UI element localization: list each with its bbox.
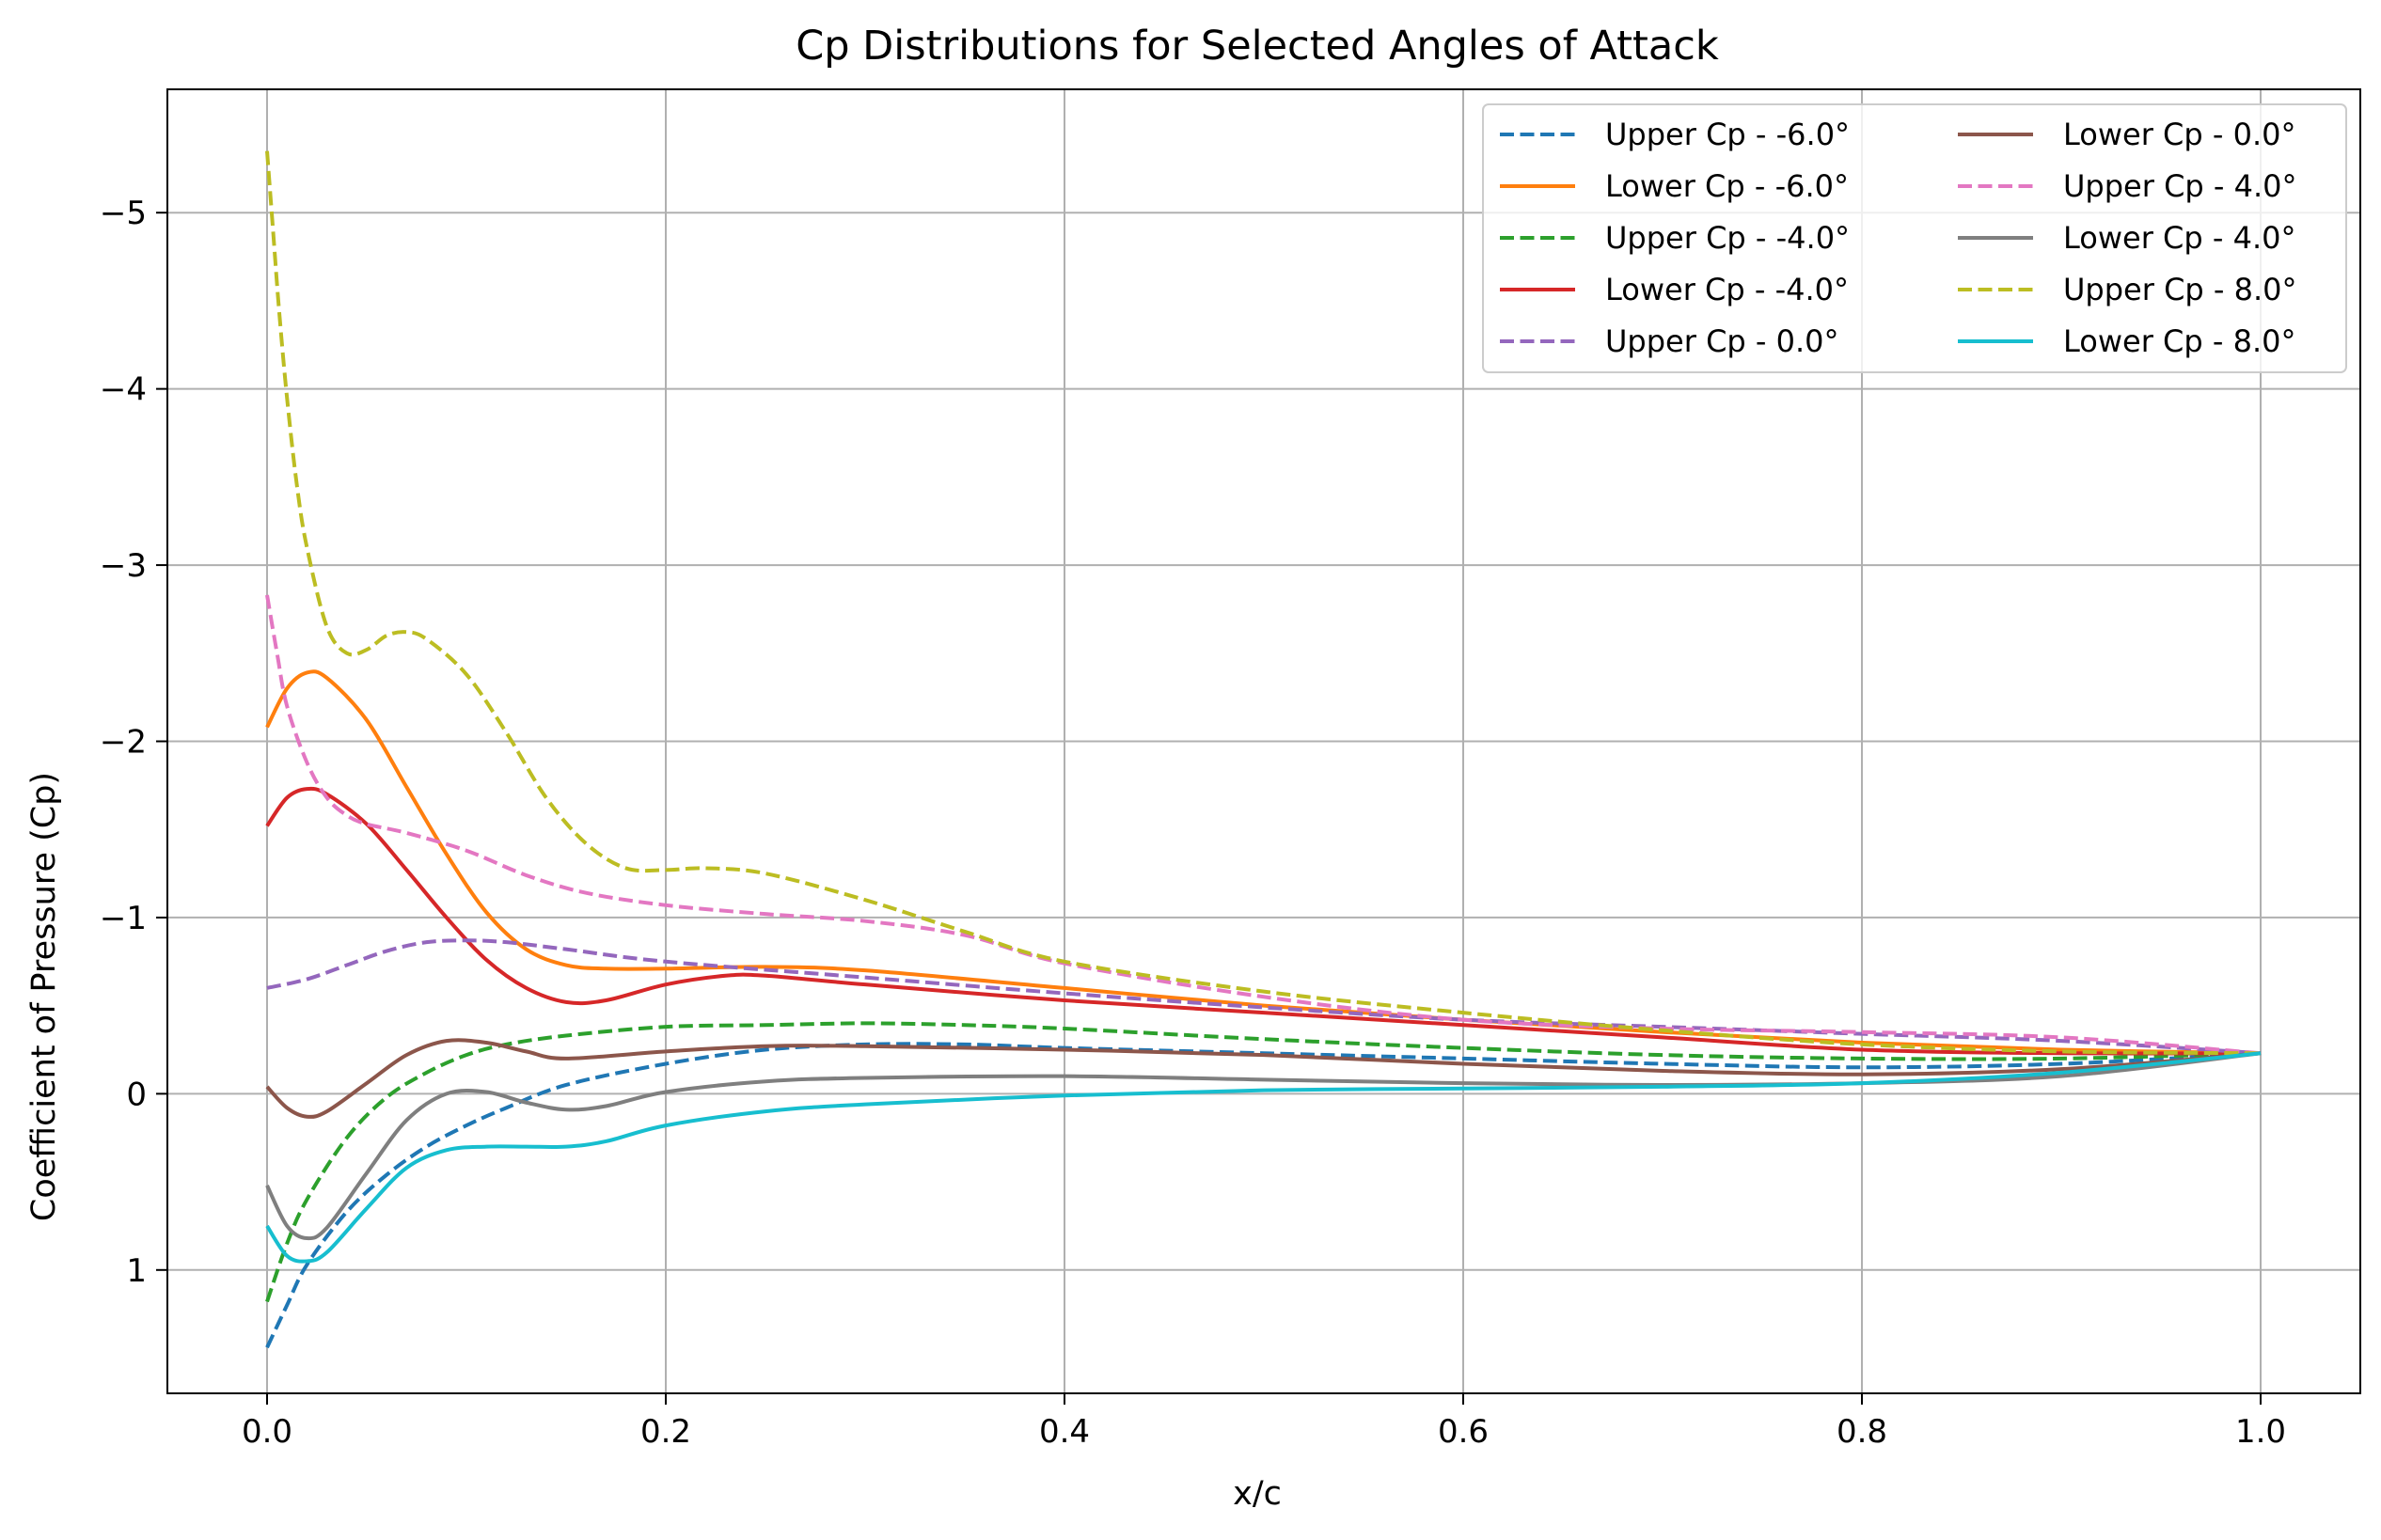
legend-label: Lower Cp - -4.0° [1605, 272, 1849, 307]
series-line-lower-cp-0-0 [265, 1038, 2262, 1119]
y-tick-label: −1 [100, 900, 147, 937]
x-tick-label: 0.4 [1039, 1413, 1090, 1451]
y-axis-label: Coefficient of Pressure (Cp) [25, 772, 63, 1221]
legend-label: Upper Cp - 8.0° [2063, 272, 2297, 307]
legend-label: Upper Cp - -4.0° [1605, 220, 1850, 256]
axis-ticks: 0.0 0.2 0.4 0.6 0.8 1.0 −5 −4 −3 −2 −1 0 1 [100, 195, 2286, 1451]
chart-title: Cp Distributions for Selected Angles of … [796, 23, 1719, 70]
y-tick-label: −4 [100, 371, 147, 409]
legend-label: Lower Cp - 0.0° [2063, 117, 2295, 152]
legend-label: Lower Cp - 8.0° [2063, 323, 2295, 359]
y-tick-label: −3 [100, 547, 147, 585]
x-tick-label: 0.2 [640, 1413, 691, 1451]
series-lines [265, 150, 2262, 1349]
legend-label: Lower Cp - 4.0° [2063, 220, 2295, 256]
legend-box [1482, 103, 2347, 373]
legend: Upper Cp - -6.0° Lower Cp - -6.0° Upper Cp… [1482, 103, 2347, 373]
series-line-upper-cp-4-0 [265, 1021, 2262, 1303]
y-tick-label: −2 [100, 724, 147, 762]
x-tick-label: 0.8 [1837, 1413, 1887, 1451]
series-line-lower-cp-8-0 [265, 1051, 2262, 1264]
y-tick-label: 1 [126, 1252, 147, 1290]
y-tick-label: 0 [126, 1076, 147, 1113]
x-tick-label: 0.0 [242, 1413, 292, 1451]
x-tick-label: 0.6 [1438, 1413, 1489, 1451]
x-axis-label: x/c [1233, 1475, 1282, 1513]
y-tick-label: −5 [100, 195, 147, 232]
legend-label: Upper Cp - 0.0° [1605, 323, 1839, 359]
legend-label: Upper Cp - 4.0° [2063, 168, 2297, 204]
series-line-upper-cp-6-0 [265, 1042, 2262, 1349]
legend-label: Lower Cp - -6.0° [1605, 168, 1849, 204]
series-line-upper-cp-8-0 [265, 150, 2262, 1056]
series-line-upper-cp-4-0 [265, 594, 2262, 1056]
series-line-lower-cp-4-0 [265, 786, 2262, 1056]
series-line-upper-cp-0-0 [266, 938, 2262, 1056]
x-tick-label: 1.0 [2235, 1413, 2286, 1451]
legend-label: Upper Cp - -6.0° [1605, 117, 1850, 152]
